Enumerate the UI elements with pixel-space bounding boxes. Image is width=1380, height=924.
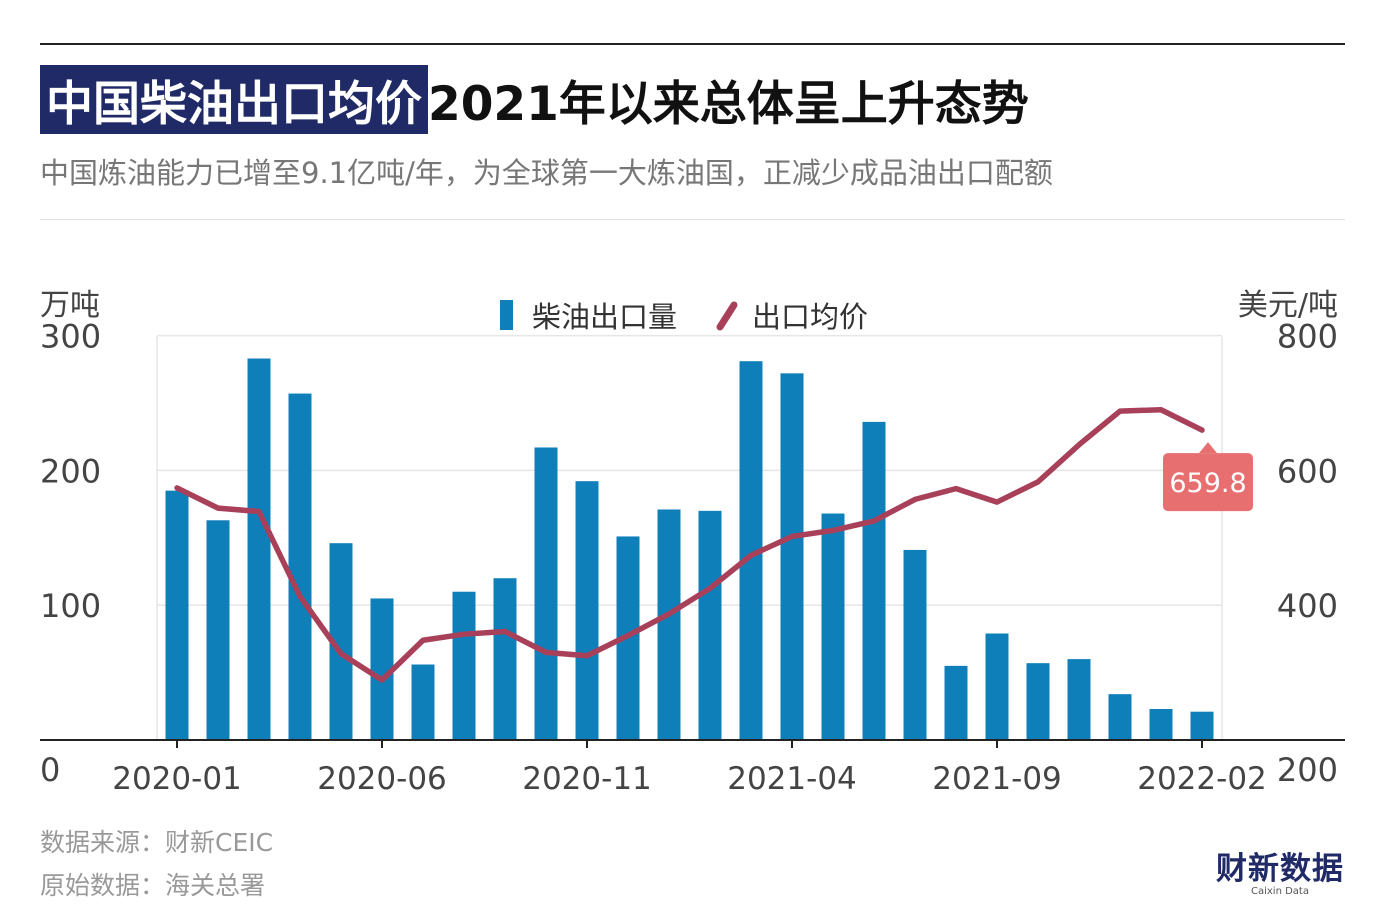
bar-2021-11 [1067,659,1091,740]
y-right-tick-label: 800 [1277,318,1338,356]
y-left-tick-label: 0 [40,751,60,789]
callout-box [1163,453,1253,512]
brand-name-en: Caixin Data [1251,886,1309,897]
bar-2020-03 [247,358,271,740]
top-rule [40,43,1345,45]
y-left-tick-label: 100 [40,587,101,625]
bar-2021-08 [944,665,968,740]
brand-name-cn: 财新数据 [1216,851,1344,887]
footer-source: 数据来源：财新CEIC [40,828,274,857]
y-right-axis-label: 美元/吨 [1238,288,1338,323]
legend-swatch-line [716,301,738,331]
title-highlight: 中国柴油出口均价 [40,64,428,134]
y-right-tick-label: 200 [1277,751,1338,789]
y-left-axis-label: 万吨 [40,288,100,323]
bar-2020-05 [329,543,353,740]
bar-2020-07 [411,664,435,740]
chart-subtitle: 中国炼油能力已增至9.1亿吨/年，为全球第一大炼油国，正减少成品油出口配额 [40,156,1053,190]
bar-2021-05 [821,513,845,740]
y-right-tick-label: 600 [1277,452,1338,490]
bar-2020-01 [165,490,189,740]
x-tick-label: 2020-01 [112,761,242,797]
title-rest: 2021年以来总体呈上升态势 [428,76,1029,132]
bar-2020-11 [575,481,599,740]
bar-2020-10 [534,447,558,740]
bar-2020-06 [370,598,394,740]
bar-2021-01 [657,509,681,740]
legend-label-line: 出口均价 [752,300,868,334]
bar-2020-04 [288,393,312,740]
x-tick-label: 2022-02 [1137,761,1267,797]
bar-2020-08 [452,591,476,740]
bar-2022-01 [1149,708,1173,740]
bar-2021-12 [1108,694,1132,740]
subtitle-divider [40,219,1345,220]
x-tick-label: 2021-09 [932,761,1062,797]
bar-2021-02 [698,510,722,740]
y-left-tick-label: 200 [40,452,101,490]
x-tick-label: 2020-11 [522,761,652,797]
series-line-price [174,406,1205,683]
chart-title: 中国柴油出口均价 2021年以来总体呈上升态势 [40,64,1029,134]
y-left-tick-label: 300 [40,318,101,356]
footer-origin: 原始数据：海关总署 [40,871,266,900]
x-tick-label: 2020-06 [317,761,447,797]
y-right-tick-label: 400 [1277,587,1338,625]
bar-2021-06 [862,421,886,740]
bar-2020-09 [493,578,517,740]
callout-label: 659.8 [1169,468,1246,499]
bar-2021-09 [985,633,1009,740]
bar-2020-02 [206,520,230,740]
brand-logo: 财新数据 Caixin Data [1216,843,1344,897]
bar-2022-02 [1190,711,1214,740]
bar-2021-03 [739,361,763,740]
bar-2021-04 [780,373,804,740]
callout-pointer [1199,442,1217,454]
legend-swatch-bar [500,300,513,330]
bar-2021-10 [1026,663,1050,740]
bar-2021-07 [903,549,927,740]
legend-label-bar: 柴油出口量 [532,300,677,334]
x-tick-label: 2021-04 [727,761,857,797]
